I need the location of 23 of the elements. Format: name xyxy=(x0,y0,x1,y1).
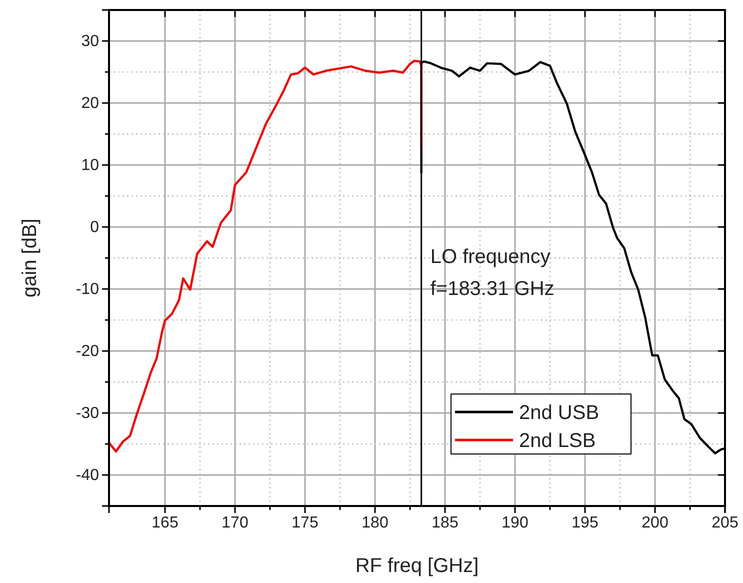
y-tick-label: 0 xyxy=(90,219,100,236)
x-axis-title: RF freq [GHz] xyxy=(355,555,479,577)
y-tick-label: -30 xyxy=(76,405,100,422)
x-tick-label: 195 xyxy=(572,514,598,532)
legend-label: 2nd USB xyxy=(519,402,600,424)
y-axis-title: gain [dB] xyxy=(19,218,41,298)
x-tick-label: 205 xyxy=(712,514,738,532)
x-tick-label: 170 xyxy=(222,514,248,532)
y-tick-label: 30 xyxy=(81,33,100,50)
x-tick-label: 190 xyxy=(502,514,528,532)
y-tick-label: -10 xyxy=(76,281,100,298)
x-tick-label: 175 xyxy=(292,514,318,532)
legend-label: 2nd LSB xyxy=(519,430,596,452)
x-tick-label: 180 xyxy=(362,514,388,532)
y-tick-label: 10 xyxy=(81,157,100,174)
line-series xyxy=(108,60,422,453)
ref-line-label: LO frequency f=183.31 GHz xyxy=(430,246,554,300)
x-tick-label: 185 xyxy=(432,514,458,532)
x-tick-label: 165 xyxy=(152,514,178,532)
y-tick-label: -20 xyxy=(76,343,100,360)
y-tick-label: 20 xyxy=(81,95,100,112)
x-tick-label: 200 xyxy=(642,514,668,532)
y-tick-label: -40 xyxy=(76,467,100,484)
